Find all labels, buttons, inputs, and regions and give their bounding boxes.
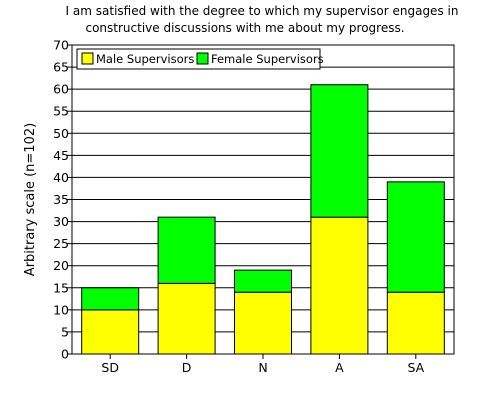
y-tick-label: 15 — [53, 280, 69, 295]
x-axis-ticks: SD D N A SA — [101, 354, 425, 375]
legend-swatch — [81, 52, 94, 65]
legend-label: Female Supervisors — [211, 52, 324, 66]
y-tick-label: 5 — [61, 324, 69, 339]
bar-sd-male — [81, 309, 140, 355]
y-axis-ticks: 0 5 10 15 20 25 30 35 40 45 50 55 60 65 70 — [53, 38, 72, 362]
bar-d-male — [157, 282, 216, 355]
bar-a-female — [310, 84, 369, 218]
bar-d-female — [157, 216, 216, 284]
y-axis-label: Arbitrary scale (n=102) — [23, 123, 38, 276]
y-tick-label: 20 — [53, 258, 69, 273]
x-tick-label: SA — [407, 360, 424, 375]
legend-label: Male Supervisors — [96, 52, 194, 66]
y-tick-label: 30 — [53, 214, 69, 229]
bar-sd-female — [81, 287, 140, 311]
bars — [81, 84, 445, 355]
x-tick-label: SD — [101, 360, 119, 375]
title-line-1: I am satisfied with the degree to which … — [66, 4, 459, 18]
legend: Male Supervisors Female Supervisors — [76, 48, 324, 70]
bar-n-female — [234, 269, 292, 293]
y-tick-label: 45 — [53, 148, 69, 163]
x-tick-label: A — [335, 360, 344, 375]
y-tick-label: 70 — [53, 38, 69, 53]
bar-sa-female — [386, 181, 445, 293]
legend-swatch — [196, 52, 209, 65]
y-tick-label: 50 — [53, 126, 69, 141]
y-tick-label: 65 — [53, 60, 69, 75]
y-tick-label: 55 — [53, 104, 69, 119]
title-line-2: constructive discussions with me about m… — [85, 21, 404, 35]
y-tick-label: 0 — [61, 347, 69, 362]
bar-a-male — [310, 216, 369, 355]
x-tick-label: N — [258, 360, 267, 375]
y-tick-label: 10 — [53, 302, 69, 317]
y-tick-label: 25 — [53, 236, 69, 251]
y-tick-label: 35 — [53, 192, 69, 207]
chart-title: I am satisfied with the degree to which … — [66, 4, 459, 35]
y-tick-label: 60 — [53, 82, 69, 97]
x-tick-label: D — [182, 360, 192, 375]
plot-frame — [71, 44, 455, 355]
bar-n-male — [234, 291, 292, 355]
y-tick-label: 40 — [53, 170, 69, 185]
bar-sa-male — [386, 291, 445, 355]
